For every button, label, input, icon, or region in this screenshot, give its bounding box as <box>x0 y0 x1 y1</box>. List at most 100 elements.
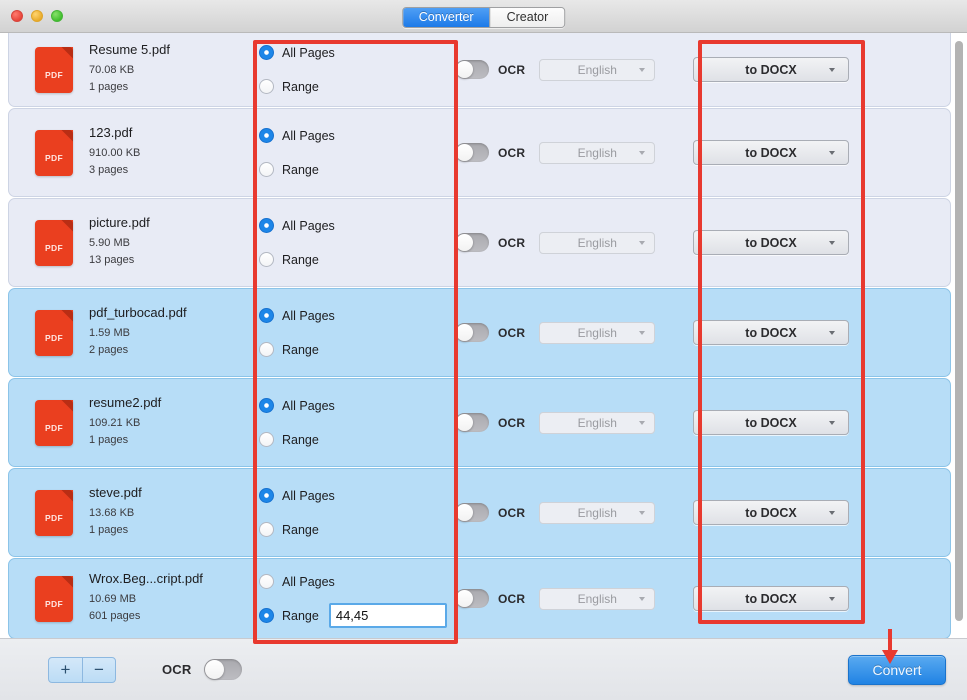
language-select[interactable]: English <box>539 501 656 524</box>
radio-range-icon[interactable] <box>259 252 274 267</box>
file-size: 5.90 MB <box>89 236 130 249</box>
ocr-toggle[interactable] <box>455 323 489 342</box>
file-page-count: 601 pages <box>89 609 141 622</box>
radio-all-pages[interactable]: All Pages <box>259 304 443 328</box>
radio-range[interactable]: Range <box>259 338 443 362</box>
table-row[interactable]: PDF picture.pdf 5.90 MB 13 pages All Pag… <box>8 198 951 287</box>
file-size: 1.59 MB <box>89 326 130 339</box>
language-select[interactable]: English <box>539 321 656 344</box>
radio-all-pages[interactable]: All Pages <box>259 41 443 65</box>
radio-all-pages[interactable]: All Pages <box>259 484 443 508</box>
output-format-value: to DOCX <box>745 415 797 430</box>
radio-all-pages-icon[interactable] <box>259 128 274 143</box>
table-row[interactable]: PDF Wrox.Beg...cript.pdf 10.69 MB 601 pa… <box>8 558 951 638</box>
radio-all-pages-icon[interactable] <box>259 218 274 233</box>
chevron-down-icon <box>639 67 646 72</box>
tab-creator[interactable]: Creator <box>489 8 565 27</box>
radio-all-pages-icon[interactable] <box>259 398 274 413</box>
output-format-select[interactable]: to DOCX <box>693 410 849 435</box>
radio-all-pages[interactable]: All Pages <box>259 394 443 418</box>
radio-range-icon[interactable] <box>259 342 274 357</box>
table-row[interactable]: PDF Resume 5.pdf 70.08 KB 1 pages All Pa… <box>8 33 951 107</box>
radio-range-icon[interactable] <box>259 162 274 177</box>
chevron-down-icon <box>829 420 835 425</box>
page-range-input[interactable] <box>328 603 447 628</box>
ocr-group: OCR English <box>443 501 683 524</box>
language-select[interactable]: English <box>539 587 656 610</box>
radio-range-label: Range <box>282 432 319 447</box>
global-ocr-group: OCR <box>162 659 242 680</box>
ocr-toggle[interactable] <box>455 503 489 522</box>
global-ocr-label: OCR <box>162 662 192 677</box>
format-group: to DOCX <box>683 140 950 165</box>
add-file-button[interactable]: + <box>49 658 82 682</box>
ocr-toggle[interactable] <box>455 60 489 79</box>
output-format-select[interactable]: to DOCX <box>693 500 849 525</box>
pdf-icon-label: PDF <box>45 598 63 609</box>
radio-range[interactable]: Range <box>259 248 443 272</box>
ocr-toggle[interactable] <box>455 589 489 608</box>
radio-all-pages-icon[interactable] <box>259 45 274 60</box>
pdf-file-icon: PDF <box>35 46 73 93</box>
file-size: 109.21 KB <box>89 416 141 429</box>
ocr-toggle-knob <box>456 590 473 607</box>
radio-all-pages-icon[interactable] <box>259 574 274 589</box>
radio-all-pages-icon[interactable] <box>259 308 274 323</box>
format-group: to DOCX <box>683 500 950 525</box>
close-window-icon[interactable] <box>11 10 23 22</box>
language-select[interactable]: English <box>539 58 656 81</box>
file-info: resume2.pdf 109.21 KB 1 pages <box>89 395 239 451</box>
file-size: 70.08 KB <box>89 63 135 76</box>
scrollbar-thumb[interactable] <box>955 41 963 621</box>
language-select[interactable]: English <box>539 411 656 434</box>
ocr-toggle[interactable] <box>455 143 489 162</box>
ocr-toggle[interactable] <box>455 413 489 432</box>
file-info: Wrox.Beg...cript.pdf 10.69 MB 601 pages <box>89 571 239 627</box>
maximize-window-icon[interactable] <box>51 10 63 22</box>
radio-range[interactable]: Range <box>259 75 443 99</box>
radio-range-icon[interactable] <box>259 79 274 94</box>
ocr-toggle[interactable] <box>455 233 489 252</box>
vertical-scrollbar[interactable] <box>955 41 963 631</box>
radio-range[interactable]: Range <box>259 518 443 542</box>
radio-all-pages[interactable]: All Pages <box>259 124 443 148</box>
file-page-count: 3 pages <box>89 163 129 176</box>
output-format-select[interactable]: to DOCX <box>693 586 849 611</box>
language-select[interactable]: English <box>539 231 656 254</box>
ocr-label: OCR <box>498 505 526 520</box>
chevron-down-icon <box>639 596 646 601</box>
table-row[interactable]: PDF resume2.pdf 109.21 KB 1 pages All Pa… <box>8 378 951 467</box>
output-format-select[interactable]: to DOCX <box>693 57 849 82</box>
tab-converter[interactable]: Converter <box>402 8 490 27</box>
radio-all-pages-icon[interactable] <box>259 488 274 503</box>
global-ocr-toggle[interactable] <box>203 659 242 680</box>
page-selection-group: All Pages Range <box>243 484 443 542</box>
language-select[interactable]: English <box>539 141 656 164</box>
chevron-down-icon <box>829 510 835 515</box>
global-ocr-toggle-knob <box>204 660 224 679</box>
radio-all-pages[interactable]: All Pages <box>259 214 443 238</box>
file-info: pdf_turbocad.pdf 1.59 MB 2 pages <box>89 305 239 361</box>
table-row[interactable]: PDF 123.pdf 910.00 KB 3 pages All Pages … <box>8 108 951 197</box>
radio-range[interactable]: Range <box>259 158 443 182</box>
radio-all-pages-label: All Pages <box>282 488 335 503</box>
chevron-down-icon <box>639 330 646 335</box>
output-format-select[interactable]: to DOCX <box>693 140 849 165</box>
radio-range[interactable]: Range <box>259 603 447 628</box>
mode-tabs: Converter Creator <box>401 7 566 28</box>
radio-all-pages[interactable]: All Pages <box>259 570 443 594</box>
convert-button[interactable]: Convert <box>848 654 946 685</box>
remove-file-button[interactable]: − <box>82 657 115 682</box>
output-format-select[interactable]: to DOCX <box>693 230 849 255</box>
output-format-select[interactable]: to DOCX <box>693 320 849 345</box>
file-info: Resume 5.pdf 70.08 KB 1 pages <box>89 42 239 98</box>
radio-range-icon[interactable] <box>259 608 274 623</box>
file-info: picture.pdf 5.90 MB 13 pages <box>89 215 239 271</box>
table-row[interactable]: PDF steve.pdf 13.68 KB 1 pages All Pages… <box>8 468 951 557</box>
table-row[interactable]: PDF pdf_turbocad.pdf 1.59 MB 2 pages All… <box>8 288 951 377</box>
radio-range[interactable]: Range <box>259 428 443 452</box>
radio-range-icon[interactable] <box>259 432 274 447</box>
minimize-window-icon[interactable] <box>31 10 43 22</box>
radio-range-icon[interactable] <box>259 522 274 537</box>
